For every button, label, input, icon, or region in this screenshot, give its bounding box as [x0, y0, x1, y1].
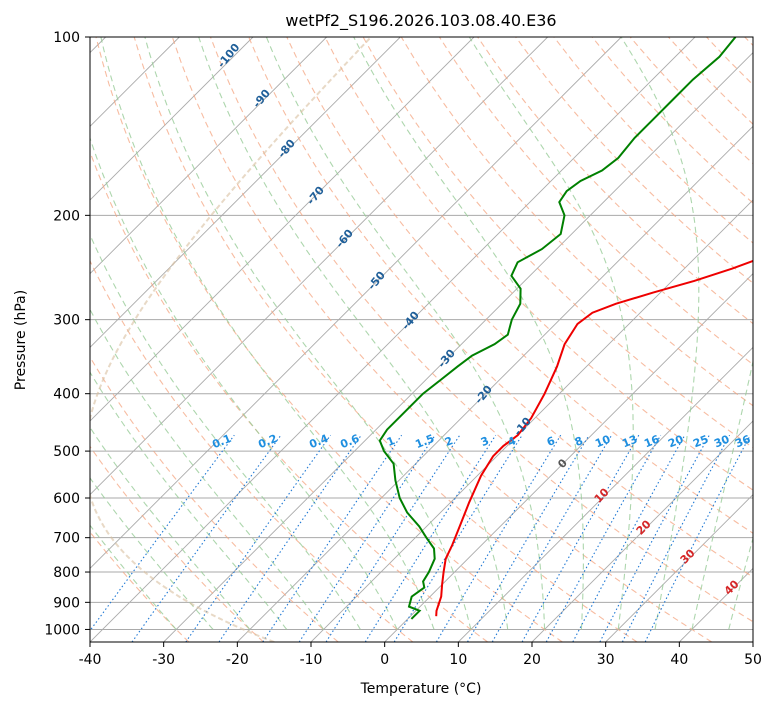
mixing-ratio-label: 13	[620, 433, 639, 451]
mixing-ratio-label: 3	[479, 434, 491, 449]
chart-title: wetPf2_S196.2026.103.08.40.E36	[285, 11, 556, 31]
mixing-ratio-line	[435, 434, 562, 642]
moist-adiabat-line	[353, 37, 584, 630]
isotherm-line	[90, 37, 327, 275]
moist-adiabat-line	[468, 37, 634, 630]
dry-adiabat-line	[209, 37, 753, 623]
moist-adiabat-line	[691, 358, 753, 630]
y-tick-label: 400	[53, 387, 80, 403]
y-tick-label: 500	[53, 444, 80, 460]
moist-adiabat-line	[620, 37, 700, 630]
mixing-ratio-line	[644, 434, 751, 642]
dry-adiabat-line	[95, 37, 563, 642]
moist-adiabat-line	[90, 371, 288, 630]
x-tick-label: 30	[597, 652, 615, 668]
x-tick-label: -30	[152, 652, 175, 668]
moist-adiabat-line	[265, 37, 546, 630]
mixing-ratio-label: 10	[593, 433, 612, 451]
series-layer	[378, 37, 753, 620]
x-tick-label: -40	[79, 652, 102, 668]
mixing-ratio-label: 20	[666, 433, 685, 451]
x-tick-label: 20	[523, 652, 541, 668]
mixing-ratio-label: 36	[733, 433, 752, 451]
moist-adiabat-line	[198, 37, 509, 630]
moist-adiabat-line	[90, 426, 251, 630]
isotherm-line	[605, 494, 753, 642]
x-tick-label: 0	[380, 652, 389, 668]
mixing-ratio-label: 1	[385, 434, 397, 449]
isotherm-line	[237, 125, 753, 642]
dry-adiabat-line	[90, 259, 414, 642]
dry-adiabat-line	[248, 37, 753, 578]
y-tick-label: 200	[53, 208, 80, 224]
mixing-ratio-line	[218, 434, 362, 642]
y-tick-label: 600	[53, 491, 80, 507]
isotherm-line	[458, 346, 753, 642]
moist-adiabat-line	[90, 136, 398, 630]
moist-adiabat-line	[90, 308, 325, 630]
y-tick-label: 100	[53, 30, 80, 46]
reference-curve	[90, 37, 372, 642]
mixing-ratio-line	[185, 434, 332, 642]
x-tick-label: 50	[744, 652, 762, 668]
y-tick-label: 800	[53, 565, 80, 581]
dry-adiabat-line	[515, 37, 753, 284]
moist-adiabat-line	[90, 477, 214, 630]
dry-adiabat-line	[324, 37, 753, 491]
mixing-ratio-label: 25	[691, 433, 710, 451]
x-tick-label: 40	[670, 652, 688, 668]
isotherm-line	[90, 37, 475, 422]
isotherm-line	[531, 420, 753, 642]
mixing-ratio-line	[572, 434, 686, 642]
isotherm-line	[90, 37, 696, 642]
x-tick-label: -20	[226, 652, 249, 668]
plot-frame	[89, 36, 754, 643]
mixing-ratio-line	[364, 434, 497, 642]
x-tick-label: 10	[449, 652, 467, 668]
isotherm-line	[90, 37, 548, 496]
isotherm-line	[90, 37, 254, 201]
mixing-ratio-line	[491, 434, 613, 642]
isotherm-line	[384, 273, 753, 642]
mixing-ratio-label: 30	[712, 433, 731, 451]
mixing-ratio-line	[545, 434, 662, 642]
x-axis-title: Temperature (°C)	[360, 681, 482, 697]
moist-adiabat-line	[728, 536, 753, 630]
isotherm-line	[163, 52, 753, 642]
mixing-ratio-line	[467, 434, 590, 642]
dry-adiabat-line	[90, 445, 264, 642]
plot-background	[90, 37, 753, 642]
mixing-ratio-line	[325, 434, 461, 642]
moist-adiabat-line	[100, 37, 435, 630]
y-tick-label: 300	[53, 313, 80, 329]
mixing-ratio-line	[90, 434, 235, 632]
mixing-ratio-label: 2	[443, 434, 455, 449]
moist-adiabat-line	[90, 524, 177, 630]
dry-adiabat-line	[286, 37, 753, 534]
moist-adiabat-line	[90, 233, 361, 630]
dry-adiabat-line	[133, 37, 638, 642]
isotherm-line	[90, 37, 401, 348]
temperature-profile-line	[435, 259, 753, 617]
moist-adiabat-line	[144, 37, 472, 630]
mixing-ratio-label: 16	[642, 433, 661, 451]
dry-adiabat-line	[90, 356, 339, 642]
dry-adiabat-line	[171, 37, 712, 642]
dewpoint-profile-line	[378, 37, 737, 620]
y-tick-label: 1000	[44, 622, 80, 638]
y-tick-label: 700	[53, 531, 80, 547]
mixing-ratio-line	[621, 434, 731, 642]
isotherm-line	[752, 641, 753, 642]
isotherm-line	[90, 37, 622, 569]
axis-layer: -40 -30 -20 -10 0 10 20 30 40 50 100 200 300 400 500 60…	[44, 30, 762, 668]
x-tick-label: -10	[300, 652, 323, 668]
mixing-ratio-label: 8	[573, 434, 585, 449]
adiabat-layer	[90, 37, 753, 642]
mixing-ratio-line	[521, 434, 640, 642]
y-axis-title: Pressure (hPa)	[13, 290, 29, 390]
y-tick-label: 900	[53, 595, 80, 611]
grid-layer	[90, 37, 753, 642]
